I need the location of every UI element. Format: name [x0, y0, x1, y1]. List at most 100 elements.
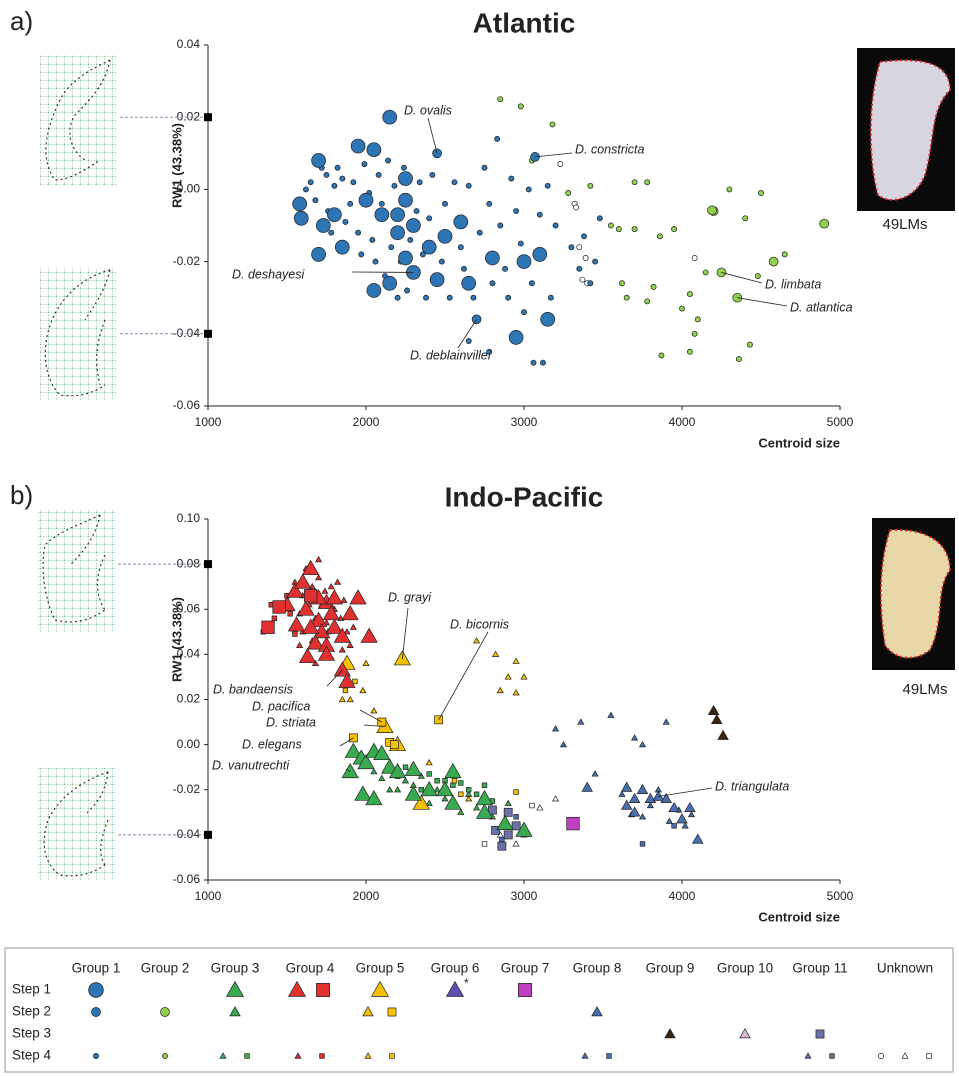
- data-point: [768, 256, 779, 267]
- data-point: [293, 210, 309, 226]
- data-point: [503, 830, 513, 840]
- data-point: [311, 659, 320, 666]
- data-point: [327, 207, 342, 223]
- legend-marker: [387, 1007, 397, 1017]
- data-point: [694, 316, 701, 323]
- data-point: [426, 771, 432, 777]
- data-point: [512, 689, 520, 696]
- data-point: [413, 208, 420, 215]
- data-point: [370, 707, 378, 714]
- y-tick-label: 0.10: [177, 511, 201, 525]
- legend-marker: [901, 1052, 909, 1059]
- data-point: [587, 280, 594, 287]
- data-point: [494, 135, 501, 142]
- data-point: [746, 341, 753, 348]
- data-point: [315, 218, 331, 233]
- legend-step: Step 2: [12, 1004, 51, 1019]
- data-point: [660, 792, 672, 804]
- legend-group: Group 1: [72, 961, 121, 976]
- y-tick-label: 0.02: [177, 692, 201, 706]
- annotation-leader: [359, 709, 382, 723]
- data-point: [754, 273, 761, 279]
- data-point: [390, 225, 405, 241]
- data-point: [323, 172, 330, 178]
- data-point: [437, 228, 453, 244]
- data-point: [512, 840, 520, 847]
- data-point: [333, 578, 342, 585]
- data-point: [362, 659, 370, 666]
- data-point: [671, 823, 677, 829]
- legend-group: Group 3: [211, 961, 260, 976]
- data-point: [687, 810, 696, 818]
- shape-marker: [204, 560, 212, 569]
- data-point: [307, 179, 314, 186]
- data-point: [378, 774, 386, 782]
- data-point: [491, 825, 500, 835]
- data-point: [331, 182, 338, 189]
- legend-marker: [316, 983, 330, 997]
- data-point: [486, 200, 493, 207]
- data-point: [286, 582, 304, 598]
- legend-marker: [225, 980, 245, 997]
- data-point: [341, 762, 359, 779]
- data-point: [476, 229, 483, 236]
- y-tick-label: 0.04: [177, 37, 201, 51]
- data-point: [381, 758, 399, 774]
- data-point: [433, 786, 441, 793]
- data-point: [544, 182, 551, 189]
- data-point: [692, 833, 704, 844]
- data-point: [366, 142, 382, 158]
- data-point: [466, 787, 472, 793]
- data-point: [638, 813, 647, 820]
- data-point: [322, 605, 340, 621]
- legend-marker: [829, 1053, 835, 1059]
- annotation-leader: [721, 272, 763, 284]
- data-point: [577, 718, 585, 725]
- x-tick-label: 3000: [511, 889, 538, 903]
- panel-label: a): [10, 6, 33, 36]
- data-point: [592, 258, 599, 265]
- data-point: [488, 805, 497, 815]
- data-point: [358, 192, 374, 208]
- data-point: [465, 182, 472, 189]
- data-point: [658, 352, 665, 359]
- data-point: [497, 96, 504, 103]
- data-point: [530, 359, 537, 366]
- data-point: [444, 794, 462, 810]
- data-point: [656, 233, 663, 240]
- y-tick-label: -0.02: [173, 782, 201, 796]
- data-point: [691, 330, 698, 337]
- legend-marker: [162, 1053, 168, 1059]
- data-point: [261, 620, 275, 634]
- legend-marker: [364, 1052, 372, 1059]
- data-point: [292, 196, 307, 212]
- data-point: [354, 785, 372, 801]
- x-tick-label: 4000: [669, 889, 696, 903]
- legend-marker: [606, 1053, 612, 1059]
- annotation-leader: [535, 152, 573, 158]
- data-point: [644, 298, 651, 305]
- data-point: [540, 359, 546, 366]
- data-point: [473, 804, 481, 811]
- data-point: [486, 348, 493, 355]
- data-point: [726, 186, 733, 193]
- data-point: [470, 294, 477, 301]
- annotation: D. limbata: [765, 277, 821, 291]
- data-point: [540, 312, 556, 327]
- data-point: [425, 758, 433, 766]
- y-tick-label: 0.02: [177, 109, 201, 123]
- data-point: [453, 214, 469, 230]
- data-point: [620, 799, 633, 810]
- data-point: [355, 229, 362, 236]
- data-point: [373, 744, 391, 761]
- data-point: [686, 348, 693, 355]
- data-point: [416, 179, 423, 186]
- shape-marker: [204, 329, 212, 338]
- annotation-leader: [427, 117, 438, 154]
- data-point: [306, 634, 325, 650]
- data-point: [497, 841, 507, 851]
- data-point: [366, 283, 382, 298]
- data-point: [347, 200, 354, 207]
- data-point: [573, 204, 580, 211]
- data-point: [374, 207, 390, 223]
